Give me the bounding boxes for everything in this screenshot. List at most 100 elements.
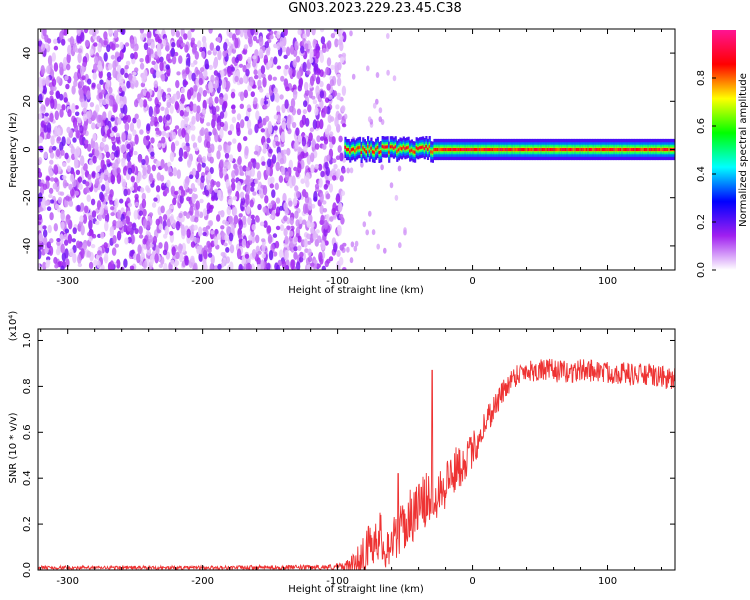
heatmap-cell [44,97,50,107]
heatmap-cell [142,167,147,176]
heatmap-cell [232,196,238,201]
heatmap-cell [223,121,229,132]
heatmap-cell [275,212,280,217]
heatmap-cell [83,205,89,214]
heatmap-cell [261,253,266,259]
heatmap-cell [146,187,151,194]
heatmap-cell [92,110,98,120]
heatmap-cell [402,145,405,149]
heatmap-cell [276,42,281,51]
heatmap-cell [140,82,146,88]
heatmap-cell [644,148,647,152]
heatmap-cell [77,254,82,265]
heatmap-cell [132,71,137,76]
heatmap-cell [153,80,158,89]
heatmap-cell [431,150,434,154]
heatmap-cell [146,30,152,40]
heatmap-cell [512,148,515,152]
heatmap-cell [223,242,228,247]
heatmap-cell [227,47,232,57]
heatmap-cell [283,228,288,237]
heatmap-cell [59,191,65,196]
heatmap-cell [297,154,303,162]
heatmap-cell [160,182,166,191]
heatmap-cell [71,238,77,243]
heatmap-cell [332,158,337,163]
heatmap-cell [114,198,119,209]
heatmap-cell [197,154,202,164]
heatmap-cell [480,148,483,152]
heatmap-cell [256,170,262,181]
heatmap-cell [558,148,561,152]
heatmap-cell [126,80,131,89]
heatmap-cell [220,69,225,78]
heatmap-cell [154,253,159,264]
heatmap-cell [297,245,302,252]
heatmap-cell [207,50,212,56]
heatmap-cell [212,60,218,70]
heatmap-cell [239,29,244,38]
heatmap-cell [301,114,307,126]
heatmap-cell [346,167,351,174]
heatmap-cell [311,29,316,36]
heatmap-cell [461,148,464,152]
heatmap-cell [106,159,111,164]
heatmap-cell [554,148,558,152]
heatmap-cell [158,223,163,231]
heatmap-cell [206,141,211,149]
heatmap-cell [149,254,154,266]
heatmap-cell [298,256,304,263]
heatmap-cell [367,145,370,149]
heatmap-cell [81,75,86,81]
heatmap-cell [202,155,207,164]
heatmap-cell [263,104,268,110]
heatmap-cell [335,155,341,160]
heatmap-cell [352,147,355,151]
heatmap-cell [213,70,219,76]
heatmap-cell [109,132,115,138]
heatmap-cell [86,250,92,258]
heatmap-cell [392,75,397,82]
heatmap-cell [230,66,235,72]
heatmap-cell [184,132,190,144]
heatmap-cell [109,260,115,270]
heatmap-cell [75,169,81,175]
heatmap-cell [202,249,208,258]
heatmap-cell [161,136,166,144]
heatmap-cell [316,135,321,143]
heatmap-cell [225,179,230,187]
heatmap-cell [121,132,126,143]
heatmap-cell [343,113,348,120]
heatmap-cell [224,234,229,242]
heatmap-cell [350,148,353,152]
heatmap-cell [246,205,251,215]
heatmap-cell [184,255,189,266]
heatmap-cell [383,145,386,149]
heatmap-cell [273,125,278,131]
heatmap-cell [119,100,124,109]
heatmap-cell [306,264,312,270]
heatmap-cell [323,219,328,230]
y-tick-label: 0.0 [22,562,33,578]
heatmap-cell [239,191,245,199]
heatmap-cell [165,41,170,52]
heatmap-cell [234,37,239,49]
heatmap-cell [104,82,110,91]
heatmap-cell [525,148,528,152]
heatmap-cell [279,249,284,259]
heatmap-cell [65,258,70,268]
heatmap-cell [443,148,446,152]
heatmap-cell [178,55,183,64]
heatmap-cell [533,148,536,152]
heatmap-cell [72,252,77,264]
heatmap-cell [116,167,121,175]
heatmap-cell [270,200,276,205]
heatmap-cell [82,62,87,67]
heatmap-cell [180,87,186,94]
heatmap-cell [190,62,195,68]
heatmap-cell [221,79,227,90]
heatmap-cell [216,233,221,240]
heatmap-cell [284,171,290,182]
heatmap-cell [98,97,104,108]
heatmap-cell [46,206,52,211]
